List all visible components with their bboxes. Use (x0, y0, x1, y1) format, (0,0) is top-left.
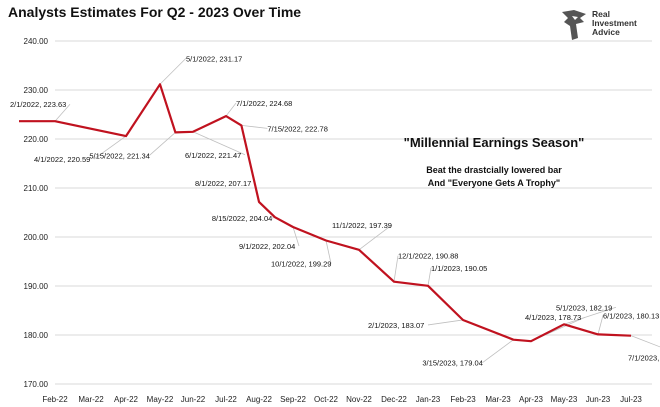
y-tick-label: 220.00 (24, 135, 49, 144)
annotation: "Millennial Earnings Season" Beat the dr… (404, 135, 585, 188)
x-tick-label: Nov-22 (346, 395, 372, 404)
leader-line (597, 315, 604, 335)
data-label: 6/1/2023, 180.13 (603, 311, 659, 320)
data-label: 6/1/2022, 221.47 (185, 151, 241, 160)
leader-line (358, 224, 393, 251)
data-label: 8/15/2022, 204.04 (212, 214, 272, 223)
y-tick-label: 240.00 (24, 37, 49, 46)
leader-line (192, 131, 246, 156)
leader-line (292, 226, 300, 247)
y-tick-label: 230.00 (24, 86, 49, 95)
leader-line (563, 306, 617, 325)
data-label: 4/1/2023, 178.73 (525, 313, 581, 322)
data-label: 9/1/2022, 202.04 (239, 242, 295, 251)
y-tick-label: 210.00 (24, 184, 49, 193)
data-label: 5/1/2023, 182.19 (556, 303, 612, 312)
data-label: 2/1/2022, 223.63 (10, 100, 66, 109)
y-axis: 240.00 230.00 220.00 210.00 200.00 190.00 180.… (24, 37, 49, 389)
x-tick-label: Jun-23 (586, 395, 611, 404)
x-tick-label: Apr-22 (114, 395, 139, 404)
data-label: 8/1/2022, 207.17 (195, 179, 251, 188)
leader-line (54, 103, 71, 122)
leader-line (241, 124, 268, 129)
data-label: 1/1/2023, 190.05 (431, 264, 487, 273)
data-label: 5/15/2022, 221.34 (89, 151, 149, 160)
x-tick-label: Mar-23 (485, 395, 511, 404)
x-tick-label: Dec-22 (381, 395, 407, 404)
leader-line (149, 132, 176, 156)
x-tick-label: Jan-23 (416, 395, 441, 404)
brand-name: Real Investment Advice (592, 9, 637, 37)
data-labels: 2/1/2022, 223.63 4/1/2022, 220.59 5/1/2022… (10, 54, 660, 367)
data-label: 4/1/2022, 220.59 (34, 155, 90, 164)
data-label: 12/1/2022, 190.88 (398, 252, 458, 261)
x-tick-label: Apr-23 (519, 395, 544, 404)
y-tick-label: 170.00 (24, 380, 49, 389)
x-tick-label: Mar-22 (78, 395, 104, 404)
data-label: 11/1/2022, 197.39 (332, 221, 392, 230)
x-tick-label: Jun-22 (181, 395, 206, 404)
y-tick-label: 200.00 (24, 233, 49, 242)
leader-line (159, 57, 187, 85)
data-label: 7/1/2023, $179.86 (628, 354, 660, 363)
x-tick-label: Oct-22 (314, 395, 339, 404)
brand-logo: Real Investment Advice (558, 8, 658, 44)
data-label: 7/1/2022, 224.68 (236, 99, 292, 108)
data-label: 3/15/2023, 179.04 (422, 359, 482, 368)
x-tick-label: May-23 (551, 395, 578, 404)
annotation-title: "Millennial Earnings Season" (404, 135, 585, 150)
leader-line (393, 255, 399, 282)
x-tick-label: Jul-23 (620, 395, 642, 404)
data-label: 7/15/2022, 222.78 (267, 124, 327, 133)
x-tick-label: Sep-22 (280, 395, 306, 404)
leader-line (427, 267, 432, 286)
y-tick-label: 190.00 (24, 282, 49, 291)
eagle-icon (562, 10, 586, 40)
data-label: 10/1/2022, 199.29 (271, 259, 331, 268)
data-label: 2/1/2023, 183.07 (368, 321, 424, 330)
leader-line (427, 319, 464, 326)
leader-line (93, 135, 127, 160)
x-tick-label: May-22 (147, 395, 174, 404)
data-label: 5/1/2022, 231.17 (186, 54, 242, 63)
chart-title: Analysts Estimates For Q2 - 2023 Over Ti… (8, 4, 302, 20)
x-axis: Feb-22 Mar-22 Apr-22 May-22 Jun-22 Jul-22 Aug-… (42, 395, 642, 404)
x-tick-label: Jul-22 (215, 395, 237, 404)
leader-line (482, 339, 514, 364)
y-tick-label: 180.00 (24, 331, 49, 340)
x-tick-label: Feb-23 (450, 395, 476, 404)
annotation-line-1: Beat the drastcially lowered bar (426, 165, 562, 175)
x-tick-label: Feb-22 (42, 395, 68, 404)
grid-layer (55, 40, 652, 385)
annotation-line-2: And "Everyone Gets A Trophy" (428, 178, 560, 188)
x-tick-label: Aug-22 (246, 395, 272, 404)
leader-line (225, 102, 237, 117)
series-line (19, 83, 632, 343)
leader-line (325, 240, 332, 264)
